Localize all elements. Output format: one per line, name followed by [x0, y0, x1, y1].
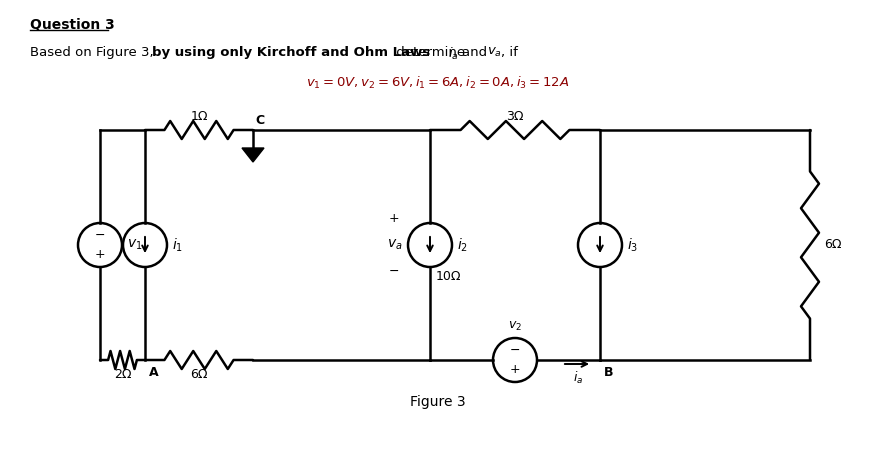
Text: determine: determine	[392, 46, 470, 59]
Text: A: A	[149, 365, 159, 379]
Text: Based on Figure 3,: Based on Figure 3,	[30, 46, 158, 59]
Text: , if: , if	[501, 46, 518, 59]
Text: C: C	[255, 114, 265, 127]
Text: Question 3: Question 3	[30, 18, 115, 32]
Text: 3Ω: 3Ω	[506, 110, 524, 123]
Text: $v_2$: $v_2$	[508, 319, 522, 333]
Text: 2Ω: 2Ω	[114, 367, 131, 380]
Text: $i_1$: $i_1$	[172, 236, 183, 254]
Text: Figure 3: Figure 3	[410, 395, 466, 409]
Text: $v_a$: $v_a$	[387, 238, 403, 252]
Text: 10Ω: 10Ω	[436, 270, 462, 283]
Text: $i_2$: $i_2$	[457, 236, 468, 254]
Text: $i_a$: $i_a$	[448, 46, 459, 62]
Text: −: −	[389, 264, 399, 277]
Text: 1Ω: 1Ω	[190, 110, 208, 123]
Text: $v_1$: $v_1$	[127, 238, 143, 252]
Polygon shape	[242, 148, 264, 162]
Text: B: B	[604, 365, 613, 379]
Text: and: and	[462, 46, 491, 59]
Text: by using only Kirchoff and Ohm Laws: by using only Kirchoff and Ohm Laws	[152, 46, 430, 59]
Text: $v_1 = 0V, v_2 = 6V, i_1 = 6A, i_2 = 0A, i_3 = 12A$: $v_1 = 0V, v_2 = 6V, i_1 = 6A, i_2 = 0A,…	[307, 75, 569, 91]
Text: 6Ω: 6Ω	[824, 238, 842, 251]
Text: +: +	[95, 248, 105, 261]
Text: $v_a$: $v_a$	[487, 46, 502, 59]
Text: +: +	[389, 212, 399, 225]
Text: −: −	[510, 343, 520, 357]
Text: +: +	[510, 363, 520, 376]
Text: −: −	[95, 229, 105, 242]
Text: 6Ω: 6Ω	[190, 367, 208, 380]
Text: $i_3$: $i_3$	[627, 236, 639, 254]
Text: $i_a$: $i_a$	[573, 370, 583, 386]
